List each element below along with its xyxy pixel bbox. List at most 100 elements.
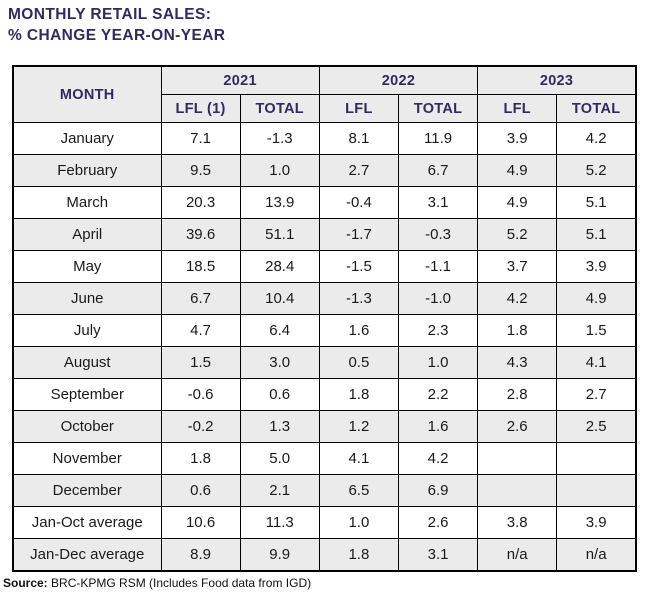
value-cell: 2.2 xyxy=(397,378,479,411)
table-row: January 7.1 -1.3 8.1 11.9 3.9 4.2 xyxy=(12,122,637,155)
month-cell: October xyxy=(12,410,162,443)
month-cell: June xyxy=(12,282,162,315)
value-cell: 11.9 xyxy=(397,122,479,155)
value-cell: 0.6 xyxy=(239,378,320,411)
value-cell: 4.2 xyxy=(397,442,479,475)
value-cell xyxy=(477,474,558,507)
col-header-2022: 2022 xyxy=(318,65,479,95)
value-cell: 5.1 xyxy=(556,218,637,251)
value-cell: 8.9 xyxy=(160,538,241,572)
value-cell: 5.1 xyxy=(556,186,637,219)
value-cell: 3.1 xyxy=(397,538,479,572)
value-cell: 39.6 xyxy=(160,218,241,251)
value-cell: 1.0 xyxy=(239,154,320,187)
col-subheader-1-total: TOTAL xyxy=(239,94,320,123)
value-cell: 9.9 xyxy=(239,538,320,572)
value-cell: 2.3 xyxy=(397,314,479,347)
table-row: Jan-Dec average 8.9 9.9 1.8 3.1 n/a n/a xyxy=(12,538,637,572)
col-header-2021: 2021 xyxy=(160,65,320,95)
value-cell: 2.7 xyxy=(318,154,399,187)
value-cell: -0.6 xyxy=(160,378,241,411)
value-cell: 3.1 xyxy=(397,186,479,219)
value-cell: 1.0 xyxy=(397,346,479,379)
value-cell: -1.3 xyxy=(318,282,399,315)
col-header-2023: 2023 xyxy=(477,65,637,95)
value-cell: 1.0 xyxy=(318,506,399,539)
value-cell: 5.2 xyxy=(556,154,637,187)
value-cell: 1.2 xyxy=(318,410,399,443)
table-row: Jan-Oct average 10.6 11.3 1.0 2.6 3.8 3.9 xyxy=(12,506,637,539)
value-cell: 2.1 xyxy=(239,474,320,507)
table-row: March 20.3 13.9 -0.4 3.1 4.9 5.1 xyxy=(12,186,637,219)
value-cell: 3.7 xyxy=(477,250,558,283)
value-cell: -1.5 xyxy=(318,250,399,283)
table-header: MONTH 2021 2022 2023 LFL (1) TOTAL LFL TOTA… xyxy=(12,65,637,123)
table-row: August 1.5 3.0 0.5 1.0 4.3 4.1 xyxy=(12,346,637,379)
value-cell: 2.5 xyxy=(556,410,637,443)
value-cell: 4.1 xyxy=(556,346,637,379)
month-cell: January xyxy=(12,122,162,155)
value-cell: 11.3 xyxy=(239,506,320,539)
table-body: January 7.1 -1.3 8.1 11.9 3.9 4.2 February 9.5 1.… xyxy=(12,122,637,572)
month-cell: August xyxy=(12,346,162,379)
value-cell: 6.7 xyxy=(397,154,479,187)
value-cell: 3.0 xyxy=(239,346,320,379)
table-row: April 39.6 51.1 -1.7 -0.3 5.2 5.1 xyxy=(12,218,637,251)
value-cell: 4.9 xyxy=(477,154,558,187)
value-cell: 4.3 xyxy=(477,346,558,379)
value-cell: 7.1 xyxy=(160,122,241,155)
value-cell: 10.4 xyxy=(239,282,320,315)
value-cell: 6.5 xyxy=(318,474,399,507)
value-cell xyxy=(556,442,637,475)
month-cell: November xyxy=(12,442,162,475)
table-row: December 0.6 2.1 6.5 6.9 xyxy=(12,474,637,507)
value-cell: 4.1 xyxy=(318,442,399,475)
value-cell: 13.9 xyxy=(239,186,320,219)
table-row: February 9.5 1.0 2.7 6.7 4.9 5.2 xyxy=(12,154,637,187)
value-cell: 4.9 xyxy=(477,186,558,219)
table-row: October -0.2 1.3 1.2 1.6 2.6 2.5 xyxy=(12,410,637,443)
col-subheader-5-total: TOTAL xyxy=(556,94,637,123)
value-cell: 1.3 xyxy=(239,410,320,443)
value-cell: 4.2 xyxy=(477,282,558,315)
value-cell: 1.6 xyxy=(318,314,399,347)
value-cell: 1.8 xyxy=(160,442,241,475)
value-cell: 2.6 xyxy=(477,410,558,443)
value-cell: 3.9 xyxy=(556,250,637,283)
table-row: May 18.5 28.4 -1.5 -1.1 3.7 3.9 xyxy=(12,250,637,283)
source-label: Source: xyxy=(3,576,48,590)
value-cell: -0.3 xyxy=(397,218,479,251)
value-cell: 1.5 xyxy=(160,346,241,379)
table-row: July 4.7 6.4 1.6 2.3 1.8 1.5 xyxy=(12,314,637,347)
value-cell: n/a xyxy=(477,538,558,572)
value-cell: 6.4 xyxy=(239,314,320,347)
table-row: June 6.7 10.4 -1.3 -1.0 4.2 4.9 xyxy=(12,282,637,315)
month-cell: March xyxy=(12,186,162,219)
value-cell: 0.5 xyxy=(318,346,399,379)
page-title: MONTHLY RETAIL SALES: % CHANGE YEAR-ON-Y… xyxy=(8,4,225,46)
value-cell: 4.7 xyxy=(160,314,241,347)
month-cell: Jan-Dec average xyxy=(12,538,162,572)
value-cell: 1.8 xyxy=(477,314,558,347)
table-row: September -0.6 0.6 1.8 2.2 2.8 2.7 xyxy=(12,378,637,411)
page-title-line1: MONTHLY RETAIL SALES: xyxy=(8,6,212,23)
value-cell: -1.0 xyxy=(397,282,479,315)
value-cell: 6.7 xyxy=(160,282,241,315)
value-cell xyxy=(477,442,558,475)
value-cell: 1.5 xyxy=(556,314,637,347)
value-cell: 8.1 xyxy=(318,122,399,155)
col-header-month: MONTH xyxy=(12,65,162,123)
value-cell: 5.2 xyxy=(477,218,558,251)
value-cell: 3.8 xyxy=(477,506,558,539)
value-cell: 6.9 xyxy=(397,474,479,507)
page-title-line2: % CHANGE YEAR-ON-YEAR xyxy=(8,27,226,44)
value-cell: 1.6 xyxy=(397,410,479,443)
value-cell xyxy=(556,474,637,507)
value-cell: 3.9 xyxy=(556,506,637,539)
value-cell: -1.7 xyxy=(318,218,399,251)
month-cell: Jan-Oct average xyxy=(12,506,162,539)
subheader-row: LFL (1) TOTAL LFL TOTAL LFL TOTAL xyxy=(13,94,637,123)
table-row: November 1.8 5.0 4.1 4.2 xyxy=(12,442,637,475)
value-cell: 51.1 xyxy=(239,218,320,251)
value-cell: -0.2 xyxy=(160,410,241,443)
